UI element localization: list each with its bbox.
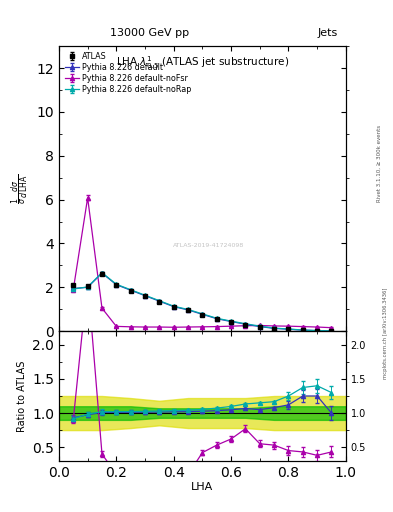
Y-axis label: $\frac{1}{\sigma}\frac{d\sigma}{d\,\mathrm{LHA}}$: $\frac{1}{\sigma}\frac{d\sigma}{d\,\math… xyxy=(9,174,31,204)
Text: LHA $\lambda^1_{0.5}$ (ATLAS jet substructure): LHA $\lambda^1_{0.5}$ (ATLAS jet substru… xyxy=(116,55,289,72)
Legend: ATLAS, Pythia 8.226 default, Pythia 8.226 default-noFsr, Pythia 8.226 default-no: ATLAS, Pythia 8.226 default, Pythia 8.22… xyxy=(62,49,194,96)
Text: mcplots.cern.ch [arXiv:1306.3436]: mcplots.cern.ch [arXiv:1306.3436] xyxy=(383,287,387,378)
X-axis label: LHA: LHA xyxy=(191,482,213,493)
Text: Rivet 3.1.10, ≥ 300k events: Rivet 3.1.10, ≥ 300k events xyxy=(377,125,382,202)
Text: 13000 GeV pp: 13000 GeV pp xyxy=(110,28,189,38)
Y-axis label: Ratio to ATLAS: Ratio to ATLAS xyxy=(17,360,27,432)
Text: Jets: Jets xyxy=(318,28,338,38)
Text: ATLAS-2019-41724098: ATLAS-2019-41724098 xyxy=(173,243,244,248)
